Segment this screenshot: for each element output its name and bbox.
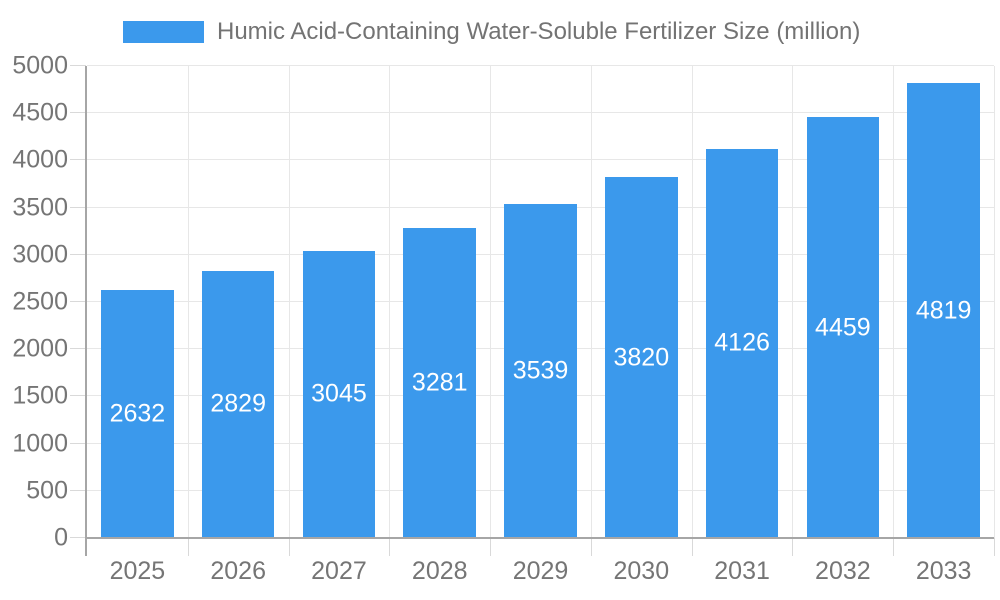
y-tick-label: 1500 bbox=[12, 381, 68, 410]
y-axis-line bbox=[85, 66, 87, 556]
y-axis-labels: 0 500 1000 1500 2000 2500 3000 3500 4000 4500 5000 bbox=[0, 53, 68, 550]
x-axis-labels: 2025 2026 2027 2028 2029 2030 2031 2032 2033 bbox=[87, 556, 994, 586]
bar: 3820 bbox=[605, 177, 678, 538]
y-tick-label: 3000 bbox=[12, 240, 68, 269]
x-tick-label: 2029 bbox=[512, 557, 569, 585]
gridline-vertical bbox=[389, 66, 391, 538]
x-axis-tick bbox=[691, 538, 693, 556]
y-tick-label: 2000 bbox=[12, 334, 68, 363]
y-axis-tick bbox=[70, 253, 86, 255]
y-tick-label: 5000 bbox=[12, 51, 68, 80]
x-axis-tick bbox=[288, 538, 290, 556]
bar-value-label: 2632 bbox=[109, 399, 166, 428]
bar: 4819 bbox=[907, 83, 980, 538]
gridline-horizontal bbox=[87, 112, 994, 114]
chart-legend: Humic Acid-Containing Water-Soluble Fert… bbox=[123, 18, 861, 45]
bar-cell: 3281 bbox=[389, 66, 490, 538]
bar-cell: 3539 bbox=[490, 66, 591, 538]
x-tick-label: 2031 bbox=[714, 557, 770, 585]
x-axis-tick bbox=[490, 538, 492, 556]
x-axis-tick bbox=[187, 538, 189, 556]
x-axis-tick bbox=[590, 538, 592, 556]
bar: 2632 bbox=[101, 289, 174, 538]
bar-value-label: 4459 bbox=[815, 313, 871, 342]
y-tick-label: 3500 bbox=[12, 193, 68, 222]
gridline-vertical bbox=[490, 66, 492, 538]
x-axis-tick bbox=[994, 538, 995, 556]
x-tick-label: 2027 bbox=[311, 557, 367, 585]
x-tick-label: 2028 bbox=[411, 557, 468, 585]
bar-cell: 3820 bbox=[591, 66, 692, 538]
bar-cell: 2829 bbox=[188, 66, 289, 538]
x-tick-label: 2032 bbox=[815, 557, 871, 585]
y-axis-tick bbox=[70, 489, 86, 491]
legend-label: Humic Acid-Containing Water-Soluble Fert… bbox=[217, 18, 861, 45]
y-axis-tick bbox=[70, 537, 86, 538]
y-axis-tick bbox=[70, 206, 86, 208]
bar: 4126 bbox=[705, 148, 779, 538]
bar-cell: 3045 bbox=[289, 66, 390, 538]
gridline-vertical bbox=[187, 66, 189, 538]
gridline-vertical bbox=[691, 66, 693, 538]
y-tick-label: 4000 bbox=[12, 145, 68, 174]
y-axis-tick bbox=[70, 442, 86, 444]
x-axis-tick bbox=[792, 538, 794, 556]
y-tick-label: 0 bbox=[54, 523, 68, 552]
bars-row: 2632 2829 3045 3281 3539 3820 4126 4459 4819 bbox=[87, 66, 994, 538]
gridline-vertical bbox=[288, 66, 290, 538]
legend-swatch bbox=[123, 21, 204, 43]
y-axis-tick bbox=[70, 159, 86, 161]
bar-value-label: 3045 bbox=[311, 379, 367, 408]
y-tick-label: 1000 bbox=[12, 429, 68, 458]
bar: 3539 bbox=[504, 203, 577, 538]
gridline-vertical bbox=[893, 66, 895, 538]
gridline-vertical bbox=[590, 66, 592, 538]
x-tick-label: 2026 bbox=[210, 557, 266, 585]
x-axis-line bbox=[87, 537, 994, 539]
x-axis-tick bbox=[389, 538, 391, 556]
gridline-horizontal bbox=[87, 159, 994, 161]
bar-cell: 4126 bbox=[692, 66, 793, 538]
y-tick-label: 2500 bbox=[12, 287, 68, 316]
bar-value-label: 4819 bbox=[915, 296, 972, 325]
gridline-vertical bbox=[994, 66, 995, 538]
bar-value-label: 4126 bbox=[714, 328, 770, 357]
bar: 2829 bbox=[201, 270, 275, 538]
y-axis-tick bbox=[70, 348, 86, 350]
bar-value-label: 3820 bbox=[613, 343, 670, 372]
bar-cell: 4819 bbox=[893, 66, 994, 538]
x-tick-label: 2025 bbox=[109, 557, 166, 585]
y-tick-label: 500 bbox=[26, 476, 68, 505]
gridline-vertical bbox=[792, 66, 794, 538]
x-tick-label: 2033 bbox=[915, 557, 972, 585]
bar-cell: 2632 bbox=[87, 66, 188, 538]
y-axis-tick bbox=[70, 112, 86, 114]
bar: 3281 bbox=[403, 228, 477, 538]
x-tick-label: 2030 bbox=[613, 557, 670, 585]
plot-area: 2632 2829 3045 3281 3539 3820 4126 4459 4819 bbox=[70, 65, 995, 556]
bar-value-label: 3539 bbox=[512, 356, 569, 385]
bar: 4459 bbox=[806, 117, 880, 538]
y-axis-tick bbox=[70, 301, 86, 302]
bar: 3045 bbox=[302, 250, 376, 538]
y-axis-tick bbox=[70, 65, 86, 66]
y-axis-tick bbox=[70, 395, 86, 397]
x-axis-tick bbox=[893, 538, 895, 556]
bar-value-label: 3281 bbox=[411, 368, 468, 397]
bar-cell: 4459 bbox=[792, 66, 893, 538]
y-tick-label: 4500 bbox=[12, 98, 68, 127]
gridline-horizontal bbox=[87, 65, 994, 66]
bar-value-label: 2829 bbox=[210, 389, 266, 418]
